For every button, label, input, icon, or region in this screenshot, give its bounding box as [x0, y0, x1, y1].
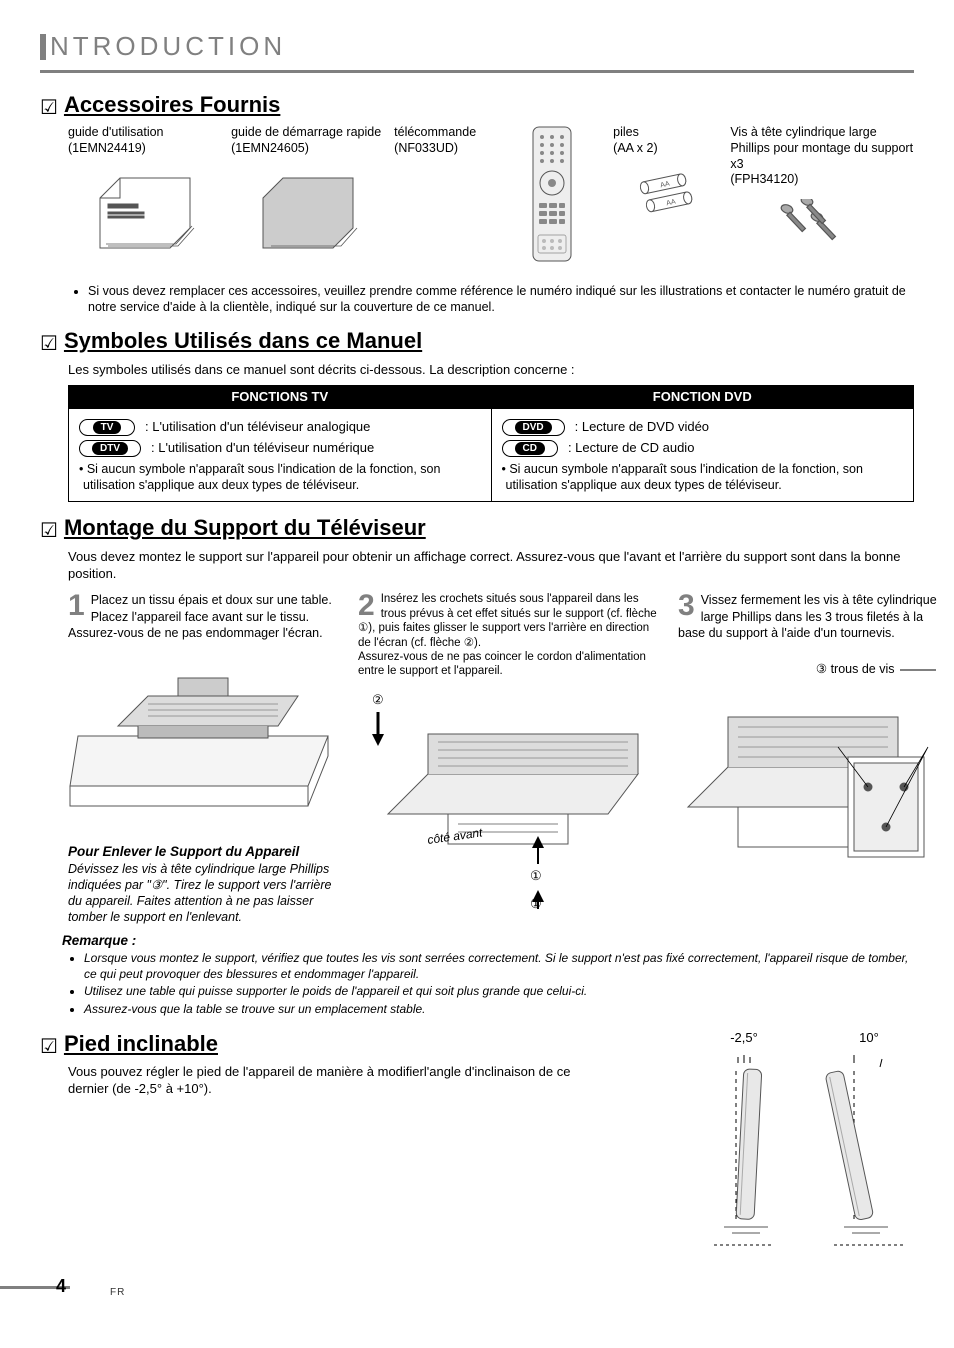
svg-text:AA: AA — [659, 180, 670, 189]
symbol-row-cd: CD : Lecture de CD audio — [502, 440, 904, 457]
tilt-figures: -2,5° 10° — [614, 1030, 914, 1249]
accessory-code: (FPH34120) — [730, 172, 914, 188]
tilt-back-degree: -2,5° — [704, 1030, 784, 1047]
batteries-icon: AA AA — [613, 163, 720, 223]
accessory-label: télécommande — [394, 125, 516, 141]
remark-item: Lorsque vous montez le support, vérifiez… — [84, 951, 914, 982]
svg-text:AA: AA — [665, 198, 676, 207]
tilt-text: Vous pouvez régler le pied de l'appareil… — [40, 1064, 594, 1098]
step-text: Vissez fermement les vis à tête cylindri… — [678, 592, 938, 641]
quick-start-icon — [231, 163, 384, 273]
step-number: 1 — [68, 592, 85, 619]
accessory-user-guide: guide d'utilisation (1EMN24419) — [68, 125, 221, 272]
accessory-code: (NF033UD) — [394, 141, 516, 157]
screws-icon — [730, 194, 914, 254]
accessories-note: Si vous devez remplacer ces accessoires,… — [68, 283, 914, 316]
remove-stand-text: Dévissez les vis à tête cylindrique larg… — [68, 861, 338, 926]
symbol-text: : L'utilisation d'un téléviseur numériqu… — [151, 440, 374, 457]
tilt-heading: Pied inclinable — [64, 1030, 218, 1059]
section-tilt: ☑ Pied inclinable Vous pouvez régler le … — [40, 1030, 914, 1249]
mount-step1-illustration — [68, 651, 338, 831]
accessory-label: guide d'utilisation — [68, 125, 221, 141]
header-underline — [40, 70, 914, 73]
symbols-intro: Les symboles utilisés dans ce manuel son… — [68, 362, 914, 379]
svg-text:②: ② — [372, 692, 384, 707]
accessory-quick-start: guide de démarrage rapide (1EMN24605) — [231, 125, 384, 272]
tilt-forward-degree: 10° — [824, 1030, 914, 1047]
header-accent-bar — [40, 34, 46, 60]
tilt-back-figure: -2,5° — [704, 1030, 784, 1249]
accessories-note-item: Si vous devez remplacer ces accessoires,… — [88, 283, 914, 316]
accessory-label: guide de démarrage rapide — [231, 125, 384, 141]
screw-holes-callout: ③ trous de vis — [678, 661, 938, 677]
accessory-remote: télécommande (NF033UD) — [394, 125, 516, 272]
symbol-text: : Lecture de DVD vidéo — [575, 419, 709, 436]
symbol-text: : L'utilisation d'un téléviseur analogiq… — [145, 419, 370, 436]
remove-stand-title: Pour Enlever le Support du Appareil — [68, 843, 338, 861]
checkbox-icon: ☑ — [40, 95, 58, 121]
page-footer: 4 FR — [40, 1269, 914, 1299]
remote-icon — [527, 125, 604, 272]
section-accessories: ☑ Accessoires Fournis guide d'utilisatio… — [40, 91, 914, 315]
remove-stand-block: Pour Enlever le Support du Appareil Dévi… — [68, 843, 338, 926]
checkbox-icon: ☑ — [40, 1034, 58, 1060]
symbols-col-tv: FONCTIONS TV TV : L'utilisation d'un tél… — [69, 386, 492, 501]
symbols-dvd-note: • Si aucun symbole n'apparaît sous l'ind… — [502, 461, 904, 494]
page-number: 4 — [56, 1275, 66, 1298]
step-number: 2 — [358, 592, 375, 619]
svg-text:①: ① — [530, 896, 542, 911]
checkbox-icon: ☑ — [40, 518, 58, 544]
mount-step-3: 3 Vissez fermement les vis à tête cylind… — [678, 592, 938, 925]
mounting-heading: Montage du Support du Téléviseur — [64, 514, 426, 543]
accessory-label: Vis à tête cylindrique large Phillips po… — [730, 125, 914, 172]
symbol-row-tv: TV : L'utilisation d'un téléviseur analo… — [79, 419, 481, 436]
mount-step3-illustration — [678, 687, 938, 907]
step-number: 3 — [678, 592, 695, 619]
symbol-text: : Lecture de CD audio — [568, 440, 694, 457]
symbol-row-dtv: DTV : L'utilisation d'un téléviseur numé… — [79, 440, 481, 457]
accessory-code: (1EMN24605) — [231, 141, 384, 157]
pill-dtv-icon: DTV — [79, 440, 141, 457]
pill-dvd-icon: DVD — [502, 419, 565, 436]
header-title: NTRODUCTION — [50, 30, 286, 64]
accessory-screws: Vis à tête cylindrique large Phillips po… — [730, 125, 914, 272]
mounting-intro: Vous devez montez le support sur l'appar… — [68, 549, 914, 583]
remark-item: Utilisez une table qui puisse supporter … — [84, 984, 914, 1000]
accessories-heading: Accessoires Fournis — [64, 91, 280, 120]
mount-step-2: 2 Insérez les crochets situés sous l'app… — [358, 592, 658, 925]
accessory-label: piles — [613, 125, 720, 141]
step-text: Placez un tissu épais et doux sur une ta… — [68, 592, 338, 641]
mount-step2-illustration: ② côté avant ① — [358, 689, 658, 909]
symbols-table: FONCTIONS TV TV : L'utilisation d'un tél… — [68, 385, 914, 502]
section-mounting: ☑ Montage du Support du Téléviseur Vous … — [40, 514, 914, 1018]
symbols-tv-note: • Si aucun symbole n'apparaît sous l'ind… — [79, 461, 481, 494]
pill-tv-icon: TV — [79, 419, 135, 436]
accessory-code: (AA x 2) — [613, 141, 720, 157]
symbols-col-dvd: FONCTION DVD DVD : Lecture de DVD vidéo … — [492, 386, 914, 501]
remark-title: Remarque : — [62, 932, 914, 950]
remark-list: Lorsque vous montez le support, vérifiez… — [40, 951, 914, 1017]
svg-text:①: ① — [530, 868, 542, 883]
pill-cd-icon: CD — [502, 440, 558, 457]
mount-step-1: 1 Placez un tissu épais et doux sur une … — [68, 592, 338, 925]
checkbox-icon: ☑ — [40, 331, 58, 357]
page-language: FR — [110, 1286, 125, 1299]
step-text: Insérez les crochets situés sous l'appar… — [358, 592, 658, 678]
section-symbols: ☑ Symboles Utilisés dans ce Manuel Les s… — [40, 327, 914, 502]
remark-item: Assurez-vous que la table se trouve sur … — [84, 1002, 914, 1018]
symbol-row-dvd: DVD : Lecture de DVD vidéo — [502, 419, 904, 436]
page-header: NTRODUCTION — [40, 30, 914, 64]
accessory-batteries: piles (AA x 2) AA AA — [613, 125, 720, 272]
symbols-heading: Symboles Utilisés dans ce Manuel — [64, 327, 422, 356]
symbols-header-tv: FONCTIONS TV — [69, 386, 491, 409]
accessory-code: (1EMN24419) — [68, 141, 221, 157]
user-guide-icon — [68, 163, 221, 273]
symbols-header-dvd: FONCTION DVD — [492, 386, 914, 409]
tilt-forward-figure: 10° — [824, 1030, 914, 1249]
